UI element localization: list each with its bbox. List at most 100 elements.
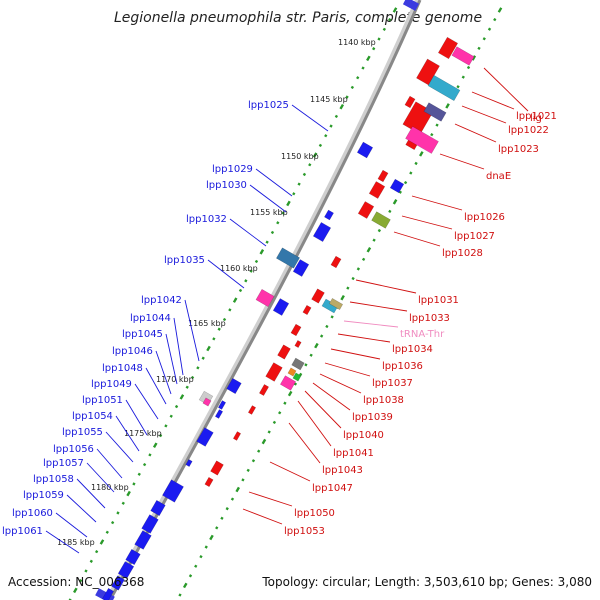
- tick-mark: [283, 401, 287, 405]
- right-gene-label: lpp1050: [294, 508, 335, 519]
- left-gene-label: lpp1054: [72, 411, 113, 422]
- tick-mark: [230, 497, 235, 501]
- right-leader-line: [312, 382, 351, 411]
- right-gene-label: tRNA-Thr: [400, 329, 445, 340]
- gene-highlight: [202, 397, 212, 407]
- gene-highlight: [255, 288, 275, 308]
- left-leader-line: [96, 448, 123, 479]
- tick-mark: [142, 462, 147, 467]
- tick-mark: [388, 209, 392, 214]
- tick-mark: [89, 559, 93, 563]
- gene-forward: [150, 499, 166, 517]
- tick-mark: [228, 308, 232, 312]
- tick-mark: [340, 294, 345, 301]
- tick-mark: [287, 390, 293, 397]
- gene-reverse: [232, 431, 242, 441]
- right-gene-label: lpp1037: [372, 378, 413, 389]
- left-gene-label: lpp1059: [23, 490, 64, 501]
- tick-mark: [487, 27, 492, 31]
- gene-forward: [196, 427, 214, 447]
- left-gene-label: lpp1025: [248, 100, 289, 111]
- tick-mark: [244, 279, 248, 283]
- gene-forward: [162, 479, 184, 503]
- tick-mark: [339, 103, 345, 110]
- left-leader-line: [86, 462, 115, 493]
- left-gene-label: lpp1056: [53, 444, 94, 455]
- tick-mark: [361, 257, 366, 261]
- right-gene-label: lpp1034: [392, 344, 433, 355]
- gene-reverse: [277, 344, 291, 360]
- gene-forward: [141, 514, 159, 534]
- gene-forward: [117, 561, 135, 579]
- right-gene-label: lpp1031: [418, 295, 459, 306]
- right-leader-line: [248, 491, 293, 507]
- tick-mark: [302, 172, 307, 177]
- gene-reverse: [368, 181, 386, 199]
- left-gene-label: lpp1044: [130, 313, 171, 324]
- tick-mark: [235, 486, 240, 493]
- tick-mark: [334, 114, 339, 119]
- left-leader-line: [165, 333, 178, 385]
- tick-mark: [79, 579, 83, 583]
- tick-mark: [265, 240, 269, 244]
- right-leader-line: [411, 195, 463, 211]
- right-leader-line: [319, 373, 362, 394]
- right-gene-label: lpp1033: [409, 313, 450, 324]
- position-label: 1140 kbp: [338, 38, 376, 47]
- right-leader-line: [454, 123, 497, 143]
- gene-reverse: [290, 323, 302, 337]
- left-leader-line: [255, 168, 293, 197]
- left-gene-label: lpp1030: [206, 180, 247, 191]
- right-gene-label: lpp1023: [498, 144, 539, 155]
- tick-mark: [377, 37, 381, 41]
- right-leader-line: [401, 215, 453, 230]
- position-label: 1160 kbp: [220, 264, 258, 273]
- right-gene-label: lpp1053: [284, 526, 325, 537]
- tick-mark: [392, 7, 398, 13]
- tick-mark: [270, 230, 275, 235]
- left-leader-line: [115, 415, 140, 452]
- right-leader-line: [337, 333, 391, 343]
- left-gene-label: lpp1060: [12, 508, 53, 519]
- gene-reverse: [311, 288, 325, 304]
- left-gene-label: lpp1032: [186, 214, 227, 225]
- gene-forward: [272, 298, 290, 316]
- tick-mark: [414, 161, 418, 166]
- tick-mark: [246, 468, 250, 472]
- gene-reverse: [258, 384, 270, 396]
- tick-mark: [286, 200, 291, 207]
- tick-mark: [209, 534, 214, 541]
- tick-mark: [278, 411, 282, 415]
- left-leader-line: [155, 350, 172, 395]
- right-leader-line: [471, 91, 515, 110]
- tick-mark: [276, 221, 280, 225]
- gene-features: [102, 36, 475, 600]
- tick-mark: [304, 363, 308, 367]
- right-leader-line: [483, 67, 529, 112]
- tick-mark: [232, 297, 238, 303]
- right-gene-label: lpp1041: [333, 448, 374, 459]
- tick-mark: [257, 449, 261, 453]
- gene-reverse: [357, 201, 375, 219]
- tick-mark: [482, 37, 486, 41]
- left-leader-line: [125, 399, 148, 436]
- tick-mark: [251, 459, 256, 463]
- left-gene-label: lpp1049: [91, 379, 132, 390]
- right-leader-line: [355, 279, 417, 294]
- right-leader-line: [439, 153, 485, 170]
- tick-mark: [178, 593, 182, 597]
- tick-mark: [222, 317, 227, 322]
- tick-mark: [377, 228, 381, 233]
- gene-highlight: [291, 357, 305, 371]
- tick-mark: [430, 133, 434, 137]
- tick-mark: [392, 199, 398, 205]
- left-gene-label: lpp1051: [82, 395, 123, 406]
- gene-forward: [312, 221, 332, 243]
- gene-forward: [134, 530, 152, 550]
- tick-mark: [249, 269, 253, 273]
- tick-mark: [366, 246, 372, 253]
- tick-mark: [212, 337, 216, 341]
- left-leader-line: [291, 104, 329, 132]
- tick-mark: [497, 7, 503, 13]
